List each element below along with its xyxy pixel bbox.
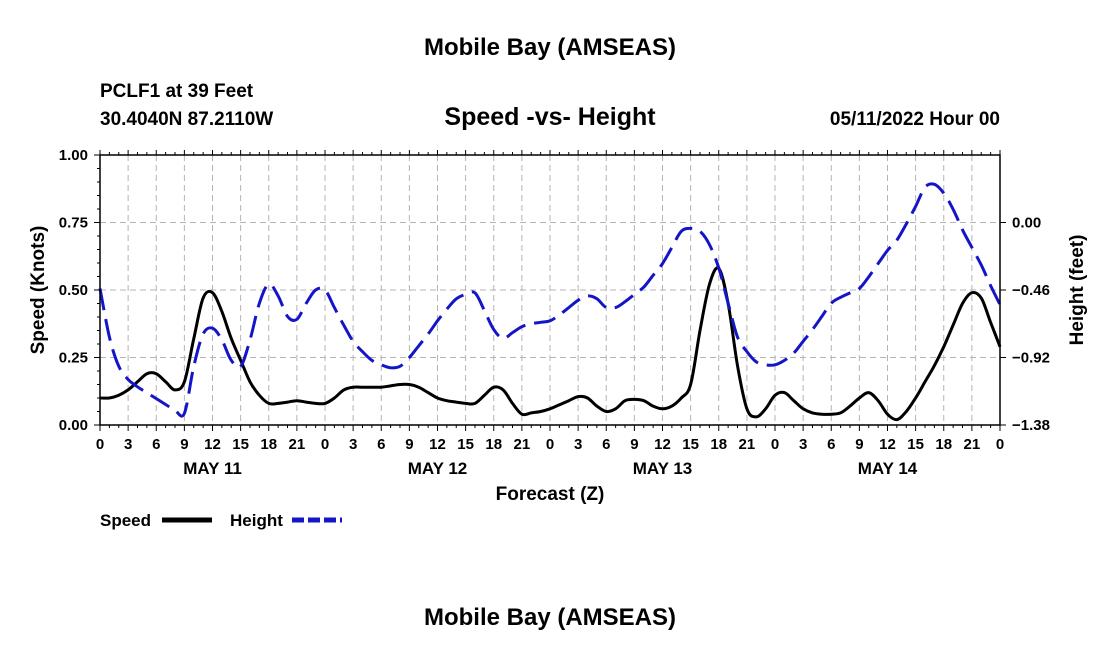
x-tick-label: 18: [260, 436, 277, 453]
left-axis-title: Speed (Knots): [28, 226, 49, 355]
x-tick-label: 9: [180, 436, 188, 453]
legend-height-label: Height: [230, 511, 283, 530]
station-name: PCLF1 at 39 Feet: [100, 81, 254, 102]
x-tick-label: 18: [710, 436, 727, 453]
x-tick-label: 6: [152, 436, 160, 453]
height-series-line: [98, 182, 1002, 418]
axes: [94, 150, 1006, 431]
x-tick-label: 15: [682, 436, 699, 453]
y-tick-label: 0.75: [59, 215, 88, 232]
x-tick-label: 12: [879, 436, 896, 453]
station-coordinates: 30.4040N 87.2110W: [100, 109, 273, 130]
x-tick-label: 0: [996, 436, 1004, 453]
legend: Speed Height: [100, 511, 342, 530]
y-tick-label: 1.00: [59, 147, 88, 164]
y2-tick-label: −0.92: [1012, 350, 1050, 367]
plot-frame: [99, 154, 1001, 426]
x-tick-label: 0: [96, 436, 104, 453]
x-tick-label: 21: [289, 436, 306, 453]
day-label: MAY 11: [183, 459, 242, 478]
second-panel-title: Mobile Bay (AMSEAS): [424, 604, 676, 631]
grid: [100, 155, 1000, 426]
day-label: MAY 14: [858, 459, 918, 478]
x-tick-label: 12: [204, 436, 221, 453]
right-axis-title: Height (feet): [1067, 235, 1088, 346]
x-tick-label: 18: [485, 436, 502, 453]
x-tick-label: 6: [377, 436, 385, 453]
day-label: MAY 12: [408, 459, 468, 478]
x-tick-label: 3: [349, 436, 357, 453]
x-tick-label: 3: [799, 436, 807, 453]
figure-title: Mobile Bay (AMSEAS): [424, 34, 676, 61]
x-tick-label: 0: [771, 436, 779, 453]
series-layer: [98, 182, 1002, 422]
x-tick-label: 0: [546, 436, 554, 453]
y-tick-label: 0.00: [59, 417, 88, 434]
x-tick-label: 15: [457, 436, 474, 453]
chart-title: Speed -vs- Height: [444, 103, 656, 131]
x-tick-label: 15: [907, 436, 924, 453]
legend-speed-label: Speed: [100, 511, 151, 530]
x-tick-label: 3: [124, 436, 132, 453]
x-tick-label: 9: [405, 436, 413, 453]
day-label: MAY 13: [633, 459, 693, 478]
x-tick-label: 6: [602, 436, 610, 453]
x-tick-label: 9: [630, 436, 638, 453]
tick-labels: 0 3 6 9 12 15 18 21 0 3 6 9 12 15 18 21 0 3 6 9 12 15 18 21 0 3 6 9…: [59, 147, 1050, 478]
y2-tick-label: 0.00: [1012, 215, 1041, 232]
x-tick-label: 21: [739, 436, 756, 453]
x-tick-label: 12: [654, 436, 671, 453]
forecast-datetime: 05/11/2022 Hour 00: [830, 109, 1000, 130]
x-tick-label: 18: [935, 436, 952, 453]
x-tick-label: 21: [514, 436, 531, 453]
x-tick-label: 12: [429, 436, 446, 453]
x-tick-label: 6: [827, 436, 835, 453]
y-tick-label: 0.25: [59, 350, 88, 367]
speed-series-line: [99, 266, 1002, 422]
x-axis-title: Forecast (Z): [496, 484, 605, 505]
x-tick-label: 21: [964, 436, 981, 453]
x-tick-label: 9: [855, 436, 863, 453]
x-tick-label: 0: [321, 436, 329, 453]
x-tick-label: 15: [232, 436, 249, 453]
y2-tick-label: −0.46: [1012, 282, 1050, 299]
y-tick-label: 0.50: [59, 282, 88, 299]
x-tick-label: 3: [574, 436, 582, 453]
y2-tick-label: −1.38: [1012, 417, 1050, 434]
